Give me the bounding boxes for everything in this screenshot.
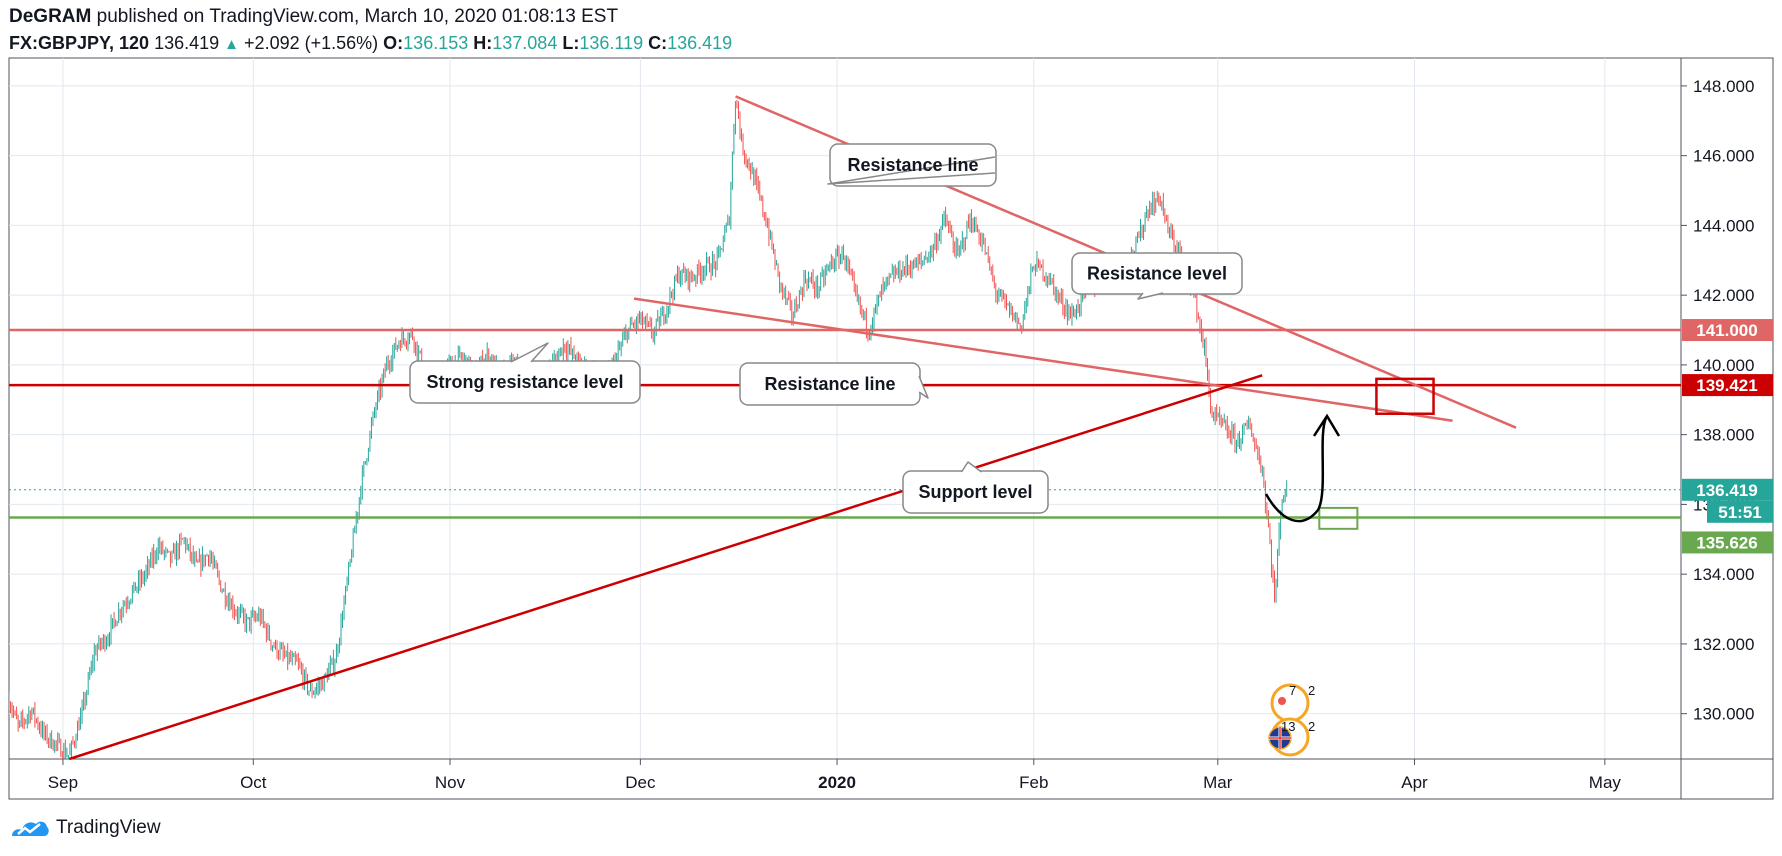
y-tick-label: 134.000 xyxy=(1693,565,1754,584)
callout-label: Resistance line xyxy=(847,155,978,175)
x-tick-label: Dec xyxy=(625,773,656,792)
target-zone-box[interactable] xyxy=(1375,377,1435,415)
event-count: 13 xyxy=(1281,719,1295,734)
tradingview-logo-icon xyxy=(12,821,49,836)
publish-info: DeGRAM published on TradingView.com, Mar… xyxy=(9,6,618,28)
entry-zone-box[interactable] xyxy=(1318,506,1359,530)
support-price-badge[interactable] xyxy=(1682,531,1773,554)
x-tick-label: 2020 xyxy=(818,773,856,792)
last-price: 136.419 xyxy=(154,33,220,53)
ascending-support-trendline[interactable] xyxy=(68,374,1263,761)
y-tick-label: 140.000 xyxy=(1693,356,1754,375)
callout-pointer xyxy=(510,342,549,363)
y-tick-label: 144.000 xyxy=(1693,216,1754,235)
tradingview-brand[interactable]: TradingView xyxy=(10,816,161,840)
price-change: +2.092 (+1.56%) xyxy=(244,33,379,53)
callout-pointer xyxy=(960,461,982,473)
x-tick-label: Feb xyxy=(1019,773,1048,792)
event-count: 2 xyxy=(1308,719,1315,734)
y-tick-label: 146.000 xyxy=(1693,147,1754,166)
x-tick-label: Apr xyxy=(1401,773,1428,792)
x-tick-label: Mar xyxy=(1203,773,1233,792)
event-count: 2 xyxy=(1308,683,1315,698)
callout-label: Strong resistance level xyxy=(426,372,623,392)
resistance-price-badge-text: 141.000 xyxy=(1696,321,1757,340)
support-price-badge-text: 135.626 xyxy=(1696,533,1757,552)
close-value: 136.419 xyxy=(667,33,733,53)
callout-pointer xyxy=(1137,292,1164,300)
open-label: O: xyxy=(383,33,404,53)
bar-timer-badge xyxy=(1707,500,1773,523)
current-price-badge-text: 136.419 xyxy=(1696,481,1757,500)
callout-label: Support level xyxy=(918,482,1032,502)
x-tick-label: Oct xyxy=(240,773,267,792)
symbol-name: FX:GBPJPY, 120 xyxy=(9,33,150,53)
author-name[interactable]: DeGRAM xyxy=(9,6,92,27)
current-price-badge[interactable] xyxy=(1682,478,1773,501)
callout-pointer xyxy=(918,375,929,399)
event-dot-icon xyxy=(1278,697,1286,705)
callout-label: Resistance level xyxy=(1087,264,1227,284)
up-arrow-icon: ▲ xyxy=(224,36,240,53)
symbol-info: FX:GBPJPY, 120 136.419 ▲ +2.092 (+1.56%)… xyxy=(9,33,732,54)
bar-timer-text: 51:51 xyxy=(1718,503,1761,522)
y-tick-label: 130.000 xyxy=(1693,705,1754,724)
close-label: C: xyxy=(648,33,668,53)
resistance-price-badge[interactable] xyxy=(1682,319,1773,342)
callout-label: Resistance line xyxy=(764,374,895,394)
low-label: L: xyxy=(562,33,580,53)
event-count: 7 xyxy=(1289,683,1296,698)
x-tick-label: Sep xyxy=(48,773,78,792)
y-tick-label: 148.000 xyxy=(1693,77,1754,96)
publish-text: published on TradingView.com, March 10, … xyxy=(91,6,619,27)
high-label: H: xyxy=(473,33,493,53)
brand-name: TradingView xyxy=(56,817,161,838)
projection-arrow[interactable] xyxy=(1264,417,1328,523)
strong-resistance-price-badge[interactable] xyxy=(1682,374,1773,397)
y-tick-label: 142.000 xyxy=(1693,286,1754,305)
lower-resistance-trendline[interactable] xyxy=(633,297,1453,422)
open-value: 136.153 xyxy=(403,33,469,53)
arrow-head-icon xyxy=(1312,413,1341,437)
uk-flag-cross-red-icon xyxy=(1269,727,1291,749)
callout-pointer xyxy=(827,156,996,185)
low-value: 136.119 xyxy=(579,33,644,53)
high-value: 137.084 xyxy=(492,33,558,53)
x-tick-label: May xyxy=(1589,773,1622,792)
x-tick-label: Nov xyxy=(435,773,466,792)
strong-resistance-price-badge-text: 139.421 xyxy=(1696,376,1757,395)
y-tick-label: 132.000 xyxy=(1693,635,1754,654)
y-tick-label: 138.000 xyxy=(1693,426,1754,445)
